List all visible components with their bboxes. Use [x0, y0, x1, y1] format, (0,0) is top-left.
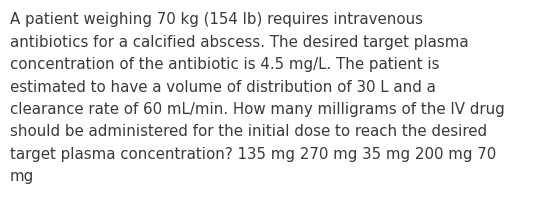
Text: mg: mg	[10, 169, 34, 185]
Text: should be administered for the initial dose to reach the desired: should be administered for the initial d…	[10, 125, 487, 139]
Text: A patient weighing 70 kg (154 lb) requires intravenous: A patient weighing 70 kg (154 lb) requir…	[10, 12, 423, 27]
Text: target plasma concentration? 135 mg 270 mg 35 mg 200 mg 70: target plasma concentration? 135 mg 270 …	[10, 147, 496, 162]
Text: clearance rate of 60 mL/min. How many milligrams of the IV drug: clearance rate of 60 mL/min. How many mi…	[10, 102, 505, 117]
Text: antibiotics for a calcified abscess. The desired target plasma: antibiotics for a calcified abscess. The…	[10, 34, 469, 50]
Text: estimated to have a volume of distribution of 30 L and a: estimated to have a volume of distributi…	[10, 79, 436, 94]
Text: concentration of the antibiotic is 4.5 mg/L. The patient is: concentration of the antibiotic is 4.5 m…	[10, 57, 440, 72]
